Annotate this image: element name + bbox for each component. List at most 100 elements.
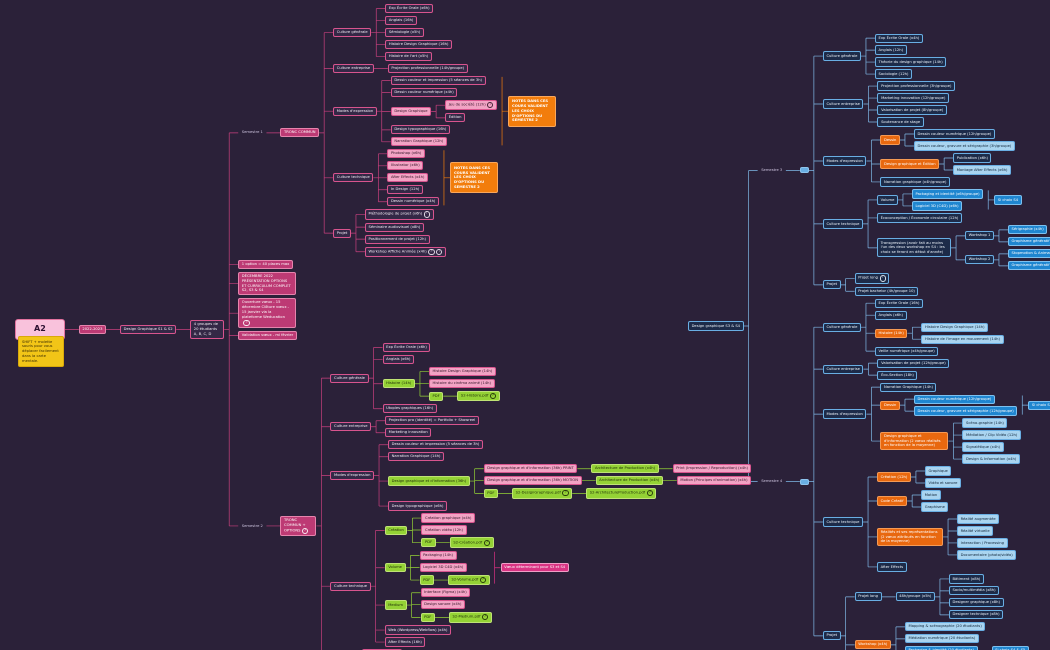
- node-signal-tique-x4h[interactable]: Signalétique (x4h): [962, 442, 1004, 452]
- node-b-timent-x8h[interactable]: Bâtiment (x8h): [948, 574, 984, 584]
- node-ouverture-v-ux-15-d-cembre-cl-ture-v-ux-15[interactable]: Ouverture vœux - 15 décembre Clôture vœu…: [238, 298, 297, 329]
- node-dessin-couleur-num-rique-12h-groupe[interactable]: Dessin couleur numérique (12h/groupe): [913, 129, 995, 139]
- node-design-typographique-16h[interactable]: Design typographique (16h): [390, 125, 450, 135]
- node-design-graphique-et-dition[interactable]: Design graphique et Édition: [880, 159, 940, 169]
- node-semestre-2[interactable]: Semestre 2: [238, 521, 266, 530]
- node-dessin-couleur-num-rique-x4h[interactable]: Dessin couleur numérique (x4h): [390, 87, 458, 98]
- node-anglais-x6h[interactable]: Anglais (x6h): [874, 310, 907, 320]
- node-1-option-40-places-max[interactable]: 1 option = 40 places max: [238, 259, 293, 270]
- node-anglais-x6h[interactable]: Anglais (x6h): [382, 354, 415, 365]
- node-histoire-14h[interactable]: Histoire (14h): [874, 328, 908, 338]
- node-designer-technique-x8h[interactable]: Designer technique (x8h): [948, 610, 1004, 620]
- node-d-cembre-2022-pr-sentation-options-et-curr[interactable]: DÉCEMBRE 2022 PRÉSENTATION OPTIONS ET CU…: [238, 271, 297, 296]
- node-marketing-innovation[interactable]: Marketing innovation: [385, 428, 432, 438]
- node-print-impression-reproduction-x4h[interactable]: Print (Impression / Reproduction) (x4h): [672, 464, 752, 474]
- node-histoire-design-graphique-16h[interactable]: Histoire Design Graphique (16h): [385, 39, 453, 50]
- node-dessin-couleur-et-impression-5-s-ances-de-[interactable]: Dessin couleur et impression (5 séances …: [388, 440, 483, 450]
- node-workshop-x4h[interactable]: Workshop (x4h): [854, 640, 891, 650]
- node-documentaire-photo-vid-o[interactable]: Documentaire (photo/vidéo): [957, 550, 1017, 560]
- node-m-diation-num-rique-20-tudiants[interactable]: Médiation numérique (20 étudiants): [904, 634, 979, 644]
- node-s2-histoire-pdf[interactable]: S2-Histoire.pdf ↗: [457, 390, 500, 402]
- node-culture-entreprise[interactable]: Culture entreprise: [330, 422, 372, 432]
- node-after-effects-16h[interactable]: After Effects (16h): [384, 637, 426, 647]
- node-architecture-de-production-x4h[interactable]: Architecture de Production (x4h): [591, 464, 659, 474]
- node-s2-designgraphique-pdf[interactable]: S2-DesignGraphique.pdf ↗: [512, 488, 573, 499]
- node-design-graphique-et-d-information-36h-moti[interactable]: Design graphique et d'information (36h) …: [483, 476, 582, 486]
- node-illustrator-x6h[interactable]: Illustrator (x6h): [387, 161, 424, 171]
- node-dessin-couleur-num-rique-12h-groupe[interactable]: Dessin couleur numérique (12h/groupe): [913, 394, 995, 404]
- node-si-choix-s5[interactable]: Si choix S5: [1028, 400, 1050, 410]
- node-marketing-innovation-12h-groupe[interactable]: Marketing innovation (12h/groupe): [877, 93, 949, 103]
- node-s2-architectureproduction-pdf[interactable]: S2-ArchitectureProduction.pdf ↗: [586, 488, 657, 499]
- node-r-alit-s-et-ses-repr-sentations-2-v-ux-att[interactable]: Réalités et ses représentations (2 vœux …: [877, 527, 944, 547]
- node-after-effects-x4h[interactable]: After Effects (x4h): [387, 173, 429, 183]
- node-culture-technique[interactable]: Culture technique: [333, 173, 374, 183]
- node-in-design-12h[interactable]: In Design (12h): [387, 185, 423, 195]
- node-mapping-sc-nographie-20-tudiants[interactable]: Mapping & scénographie (20 étudiants): [904, 622, 986, 632]
- node-m-diation-clip-vid-o-12h[interactable]: Médiation / Clip Vidéo (12h): [962, 430, 1021, 440]
- node-pdf[interactable]: PDF: [420, 612, 435, 622]
- node-projet[interactable]: Projet: [333, 228, 351, 238]
- node-cr-ation-graphique-x4h[interactable]: Création graphique (x4h): [421, 513, 476, 523]
- node-motion[interactable]: Motion: [921, 490, 941, 500]
- node-histoire-design-graphique-14h[interactable]: Histoire Design Graphique (14h): [428, 366, 496, 377]
- node-workshop-1[interactable]: Workshop 1: [965, 231, 994, 241]
- node-volume[interactable]: Volume: [384, 563, 406, 573]
- node-design-graphique-s1-s2[interactable]: Design Graphique S1 & S2: [120, 324, 177, 334]
- node-v-ux-d-terminant-pour-s3-et-s4[interactable]: Vœux déterminant pour S3 et S4: [500, 563, 569, 573]
- node-projet[interactable]: Projet: [822, 631, 841, 641]
- node-workshop-2[interactable]: Workshop 2: [965, 255, 994, 265]
- node-projection-professionnelle-3h-groupe[interactable]: Projection professionnelle (3h/groupe): [877, 81, 956, 91]
- node-semestre-1[interactable]: Semestre 1: [238, 128, 266, 137]
- node-dessin[interactable]: Dessin: [880, 135, 900, 145]
- node-designer-graphique-x8h[interactable]: Designer graphique (x8h): [948, 598, 1004, 608]
- node-projet-long[interactable]: Projet long: [854, 592, 882, 602]
- node-si-choix-s4-s5[interactable]: Si choix S4 & S5: [991, 646, 1029, 650]
- node-s2-medium-pdf[interactable]: S2-Medium.pdf ↗: [448, 612, 492, 623]
- node-valorisation-de-projet-12h-groupe[interactable]: Valorisation de projet (12h/groupe): [877, 358, 950, 368]
- node-sociologie-12h[interactable]: Sociologie (12h): [874, 69, 913, 79]
- node-exp-crite-orale-x6h[interactable]: Exp Écrite Orale (x6h): [385, 4, 434, 14]
- node-exp-crite-orale-16h[interactable]: Exp Écrite Orale (16h): [874, 298, 924, 308]
- node-coconception-conomie-circulaire-12h[interactable]: Écoconception / Économie circulaire (12h…: [877, 213, 962, 223]
- node-culture-entreprise[interactable]: Culture entreprise: [333, 63, 374, 74]
- node-r-alit-augment-e[interactable]: Réalité augmentée: [957, 514, 1000, 524]
- node-semestre-4-marker[interactable]: [799, 478, 809, 485]
- node-cr-ation[interactable]: Création: [384, 525, 408, 535]
- node-volume[interactable]: Volume: [877, 195, 898, 205]
- node-web-wordpress-webflow-x4h[interactable]: Web (Wordpress/Webflow) (x4h): [384, 625, 452, 635]
- node-notes-dans-ces-cours-valident-les-choix-d-[interactable]: NOTES DANS CES COURS VALIDENT LES CHOIX …: [508, 95, 557, 127]
- node-s2-volume-pdf[interactable]: S2-Volume.pdf ↗: [447, 574, 490, 586]
- node-interaction-processing[interactable]: Interaction / Processing: [957, 538, 1008, 548]
- node-s-miologie-x5h[interactable]: Sémiologie (x5h): [385, 27, 424, 38]
- node-exp-crite-orale-x6h[interactable]: Exp Écrite Orale (x6h): [382, 342, 431, 353]
- node-2022-2023[interactable]: 2022-2023: [78, 324, 107, 334]
- node-semestre-3[interactable]: Semestre 3: [758, 166, 786, 175]
- node-narration-graphique-x4h-groupe[interactable]: Narration graphique (x4h/groupe): [880, 177, 951, 187]
- node-photoshop-x6h[interactable]: Photoshop (x6h): [387, 149, 425, 159]
- node-modes-d-expression[interactable]: Modes d'expression: [822, 156, 867, 166]
- node-histoire-design-graphique-14h[interactable]: Histoire Design Graphique (14h): [921, 322, 989, 332]
- node-dessin[interactable]: Dessin: [880, 400, 900, 410]
- node-design-graphique-s3-s4[interactable]: Design graphique S3 & S4: [688, 321, 744, 331]
- node-culture-entreprise[interactable]: Culture entreprise: [822, 364, 864, 374]
- node-si-choix-s4[interactable]: Si choix S4: [994, 195, 1022, 205]
- node-logiciel-3d-c4d-x6h[interactable]: Logiciel 3D (C4D) (x6h): [911, 201, 963, 211]
- node-pdf[interactable]: PDF: [421, 538, 436, 548]
- node-tronc-commun[interactable]: TRONC COMMUN: [280, 128, 320, 138]
- node-modes-d-expression[interactable]: Modes d'expression: [333, 106, 377, 116]
- node-notes-dans-ces-cours-valident-les-choix-d-[interactable]: NOTES DANS CES COURS VALIDENT LES CHOIX …: [449, 162, 498, 194]
- node-modes-d-expression[interactable]: Modes d'expression: [330, 470, 375, 480]
- node-design-graphique-et-d-information-36h[interactable]: Design graphique et d'information (36h): [388, 476, 470, 486]
- node-graphisme[interactable]: Graphisme: [921, 502, 949, 512]
- node-culture-technique[interactable]: Culture technique: [822, 219, 864, 229]
- node-soutenance-de-stage[interactable]: Soutenance de stage: [877, 117, 924, 127]
- node-pdf[interactable]: PDF: [483, 488, 499, 498]
- node-socio-multim-dia-x8h[interactable]: Socio/multimédia (x8h): [948, 586, 1000, 596]
- node-after-effects[interactable]: After Effects: [877, 562, 907, 572]
- node-th-orie-du-design-graphique-14h[interactable]: Théorie du design graphique (14h): [874, 57, 947, 67]
- node-workshop-affiche-anim-e-x4h[interactable]: Workshop Affiche Animée (x4h) ↗ i: [364, 246, 446, 258]
- node-anglais-16h[interactable]: Anglais (16h): [385, 15, 417, 26]
- node-narration-graphique-14h[interactable]: Narration Graphique (14h): [388, 452, 445, 462]
- node-interface-figma-x4h[interactable]: Interface (Figma) (x4h): [420, 588, 471, 598]
